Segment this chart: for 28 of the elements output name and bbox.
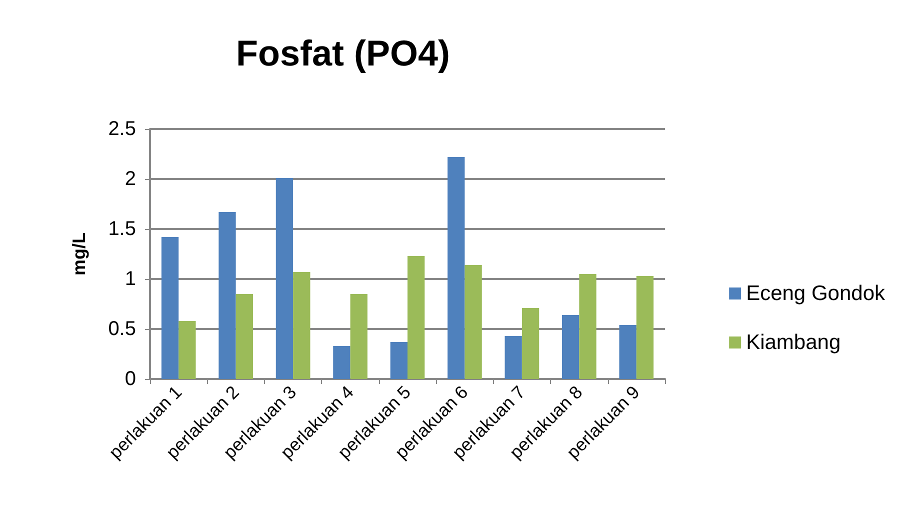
bar [218, 212, 236, 379]
bar [236, 294, 253, 379]
bar [579, 274, 596, 379]
bar [333, 346, 350, 379]
chart-title: Fosfat (PO4) [236, 32, 450, 74]
bar [178, 321, 196, 379]
legend-label: Eceng Gondok [746, 282, 886, 305]
bar [390, 342, 408, 379]
legend-label: Kiambang [746, 331, 841, 354]
y-axis-title: mg/L [69, 232, 89, 276]
bar [522, 308, 540, 379]
y-tick-label: 2.5 [108, 118, 136, 140]
bar [619, 325, 636, 379]
y-tick-label: 0.5 [108, 318, 136, 340]
bar [276, 178, 294, 379]
bar [161, 237, 179, 379]
bar [636, 276, 654, 379]
bar [408, 256, 425, 379]
y-tick-label: 1.5 [108, 218, 136, 240]
y-tick-label: 0 [124, 368, 136, 390]
bar [350, 294, 368, 379]
y-tick-label: 1 [124, 268, 136, 290]
bar [464, 265, 482, 379]
bar [504, 336, 522, 379]
bar [448, 157, 465, 379]
bar [562, 315, 580, 379]
bar [293, 272, 310, 379]
y-tick-label: 2 [124, 168, 136, 190]
